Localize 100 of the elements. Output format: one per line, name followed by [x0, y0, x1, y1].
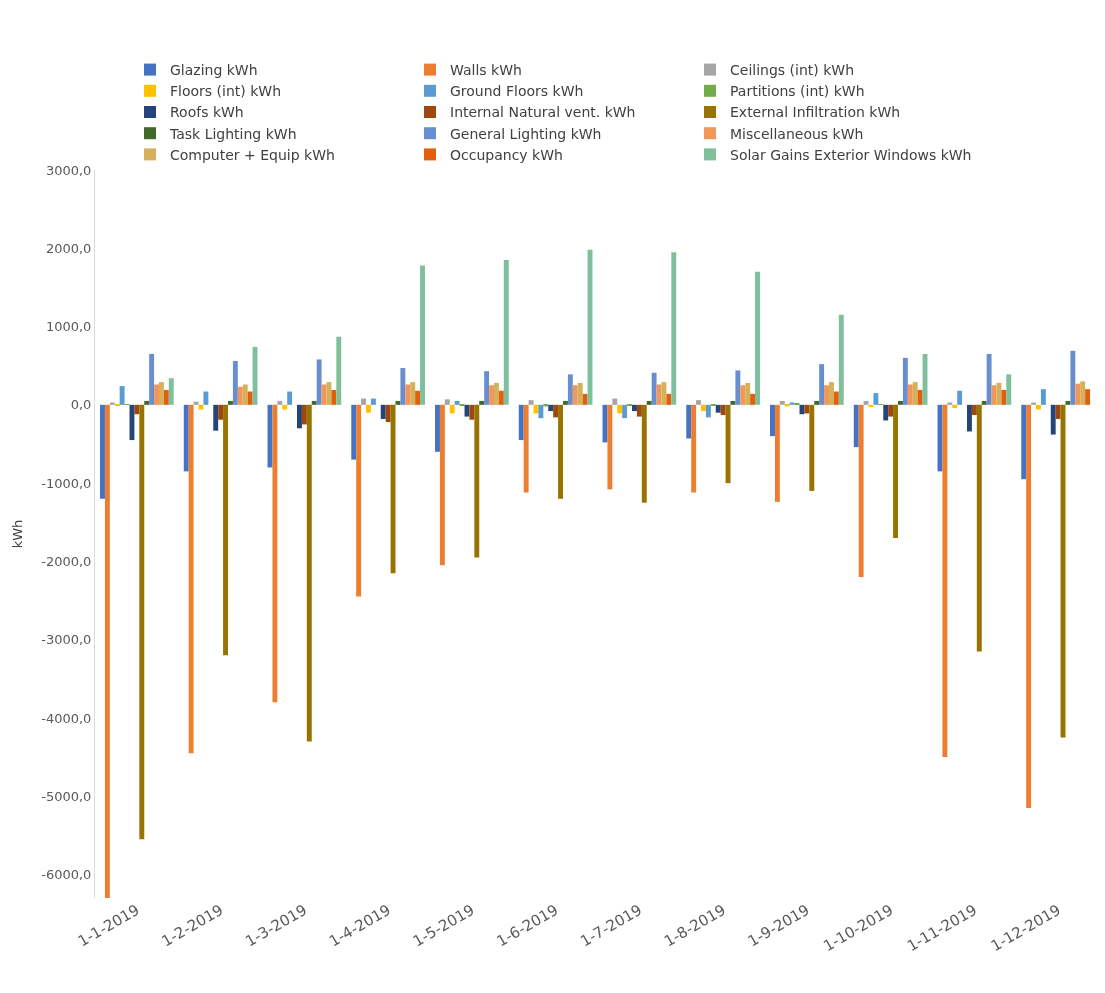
bar — [986, 353, 992, 405]
bar — [149, 353, 155, 405]
bar — [661, 382, 667, 405]
bar — [277, 400, 283, 405]
legend-label: Floors (int) kWh — [170, 83, 282, 100]
bar — [188, 404, 194, 754]
bar — [415, 390, 421, 405]
y-tick-label: -5000,0 — [41, 788, 92, 804]
bar — [1031, 402, 1037, 405]
bar — [893, 404, 898, 538]
y-tick-label: -4000,0 — [41, 710, 92, 726]
bar — [686, 404, 692, 439]
bar — [804, 404, 810, 414]
bar — [223, 404, 228, 656]
bar — [400, 368, 406, 405]
bar — [158, 382, 164, 405]
legend-label: Glazing kWh — [170, 62, 258, 79]
bar — [498, 390, 504, 405]
bar — [572, 385, 578, 405]
bar — [858, 404, 864, 578]
bar — [853, 404, 859, 448]
bar — [134, 404, 140, 415]
bar — [1080, 381, 1086, 405]
bar — [809, 404, 815, 491]
bar — [232, 361, 238, 405]
bar — [902, 357, 908, 405]
y-tick-label: 3000,0 — [45, 162, 92, 178]
bar — [439, 404, 445, 566]
bar — [484, 371, 490, 405]
bar — [824, 385, 829, 405]
y-tick-label: -1000,0 — [41, 475, 92, 491]
legend-label: Partitions (int) kWh — [730, 83, 865, 100]
bar — [390, 404, 396, 574]
legend-label: General Lighting kWh — [450, 125, 602, 142]
bar — [100, 404, 105, 499]
bar — [720, 404, 726, 416]
bar — [819, 364, 825, 405]
bar — [774, 404, 780, 502]
bar — [218, 404, 224, 420]
bar — [1055, 404, 1061, 419]
bar — [1026, 404, 1032, 808]
legend-label: Ground Floors kWh — [450, 83, 584, 100]
bar — [696, 400, 702, 405]
bar — [228, 400, 233, 405]
bar — [242, 384, 248, 405]
bar — [888, 404, 894, 417]
bar — [272, 404, 278, 703]
bar — [666, 393, 672, 405]
bar — [336, 336, 342, 405]
y-tick-label: -3000,0 — [41, 632, 92, 648]
bar — [351, 404, 357, 460]
bar — [779, 400, 785, 405]
bar — [636, 404, 642, 417]
bar — [622, 404, 628, 419]
bar — [705, 404, 711, 418]
bar — [981, 400, 987, 405]
bar — [104, 404, 110, 898]
y-tick-label: -2000,0 — [41, 553, 92, 569]
bar — [311, 400, 317, 405]
bar — [380, 404, 386, 419]
bar — [563, 400, 568, 405]
bar — [617, 404, 623, 414]
bar — [435, 404, 440, 452]
legend-label: Ceilings (int) kWh — [730, 62, 855, 79]
bar — [907, 384, 913, 405]
bar — [567, 374, 573, 405]
bar — [109, 402, 115, 405]
legend-label: External Infiltration kWh — [730, 104, 901, 121]
bar — [356, 404, 362, 597]
bar — [193, 401, 199, 405]
bar — [518, 404, 524, 441]
bar — [651, 372, 657, 405]
legend-label: Miscellaneous kWh — [730, 125, 864, 142]
bar — [912, 382, 918, 405]
bar — [701, 404, 706, 412]
bar — [523, 404, 529, 493]
bar — [163, 389, 169, 405]
bar — [942, 404, 948, 758]
bar — [203, 391, 209, 405]
legend-label: Roofs kWh — [170, 104, 244, 121]
bar — [316, 359, 322, 405]
bar — [755, 271, 760, 405]
bar — [366, 404, 371, 413]
bar — [1065, 400, 1071, 405]
bar — [168, 378, 174, 405]
bar — [873, 393, 879, 405]
bar — [646, 400, 652, 405]
bar — [740, 385, 746, 405]
bar — [154, 384, 159, 405]
bar — [789, 402, 795, 405]
bar — [553, 404, 559, 418]
bar — [1050, 404, 1056, 435]
bar — [967, 404, 972, 432]
bar — [1021, 404, 1027, 480]
legend-label: Task Lighting kWh — [169, 125, 297, 142]
bar — [814, 400, 820, 405]
bar — [1006, 374, 1012, 405]
legend-label: Internal Natural vent. kWh — [450, 104, 636, 121]
bar — [952, 404, 958, 408]
bar — [971, 404, 977, 416]
